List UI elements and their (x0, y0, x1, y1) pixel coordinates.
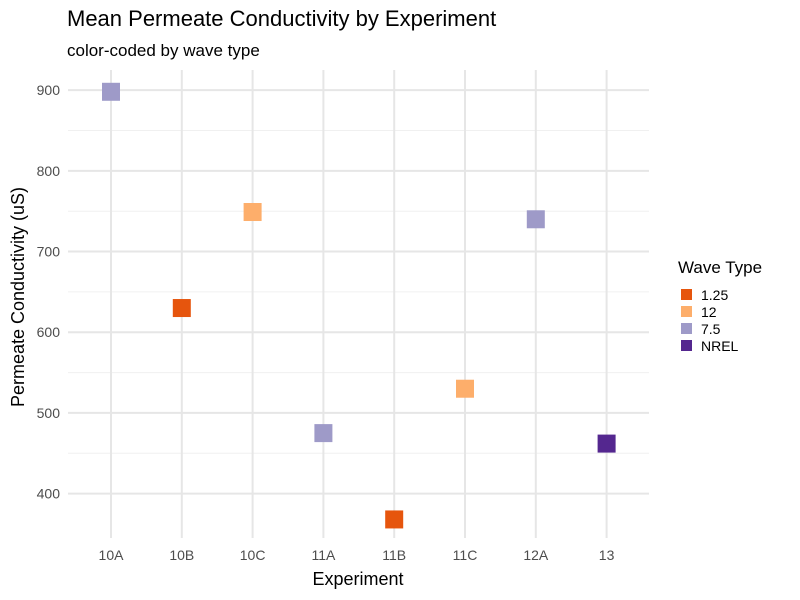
y-tick-label: 700 (37, 244, 61, 260)
legend-label: 7.5 (701, 320, 721, 337)
x-tick-label: 13 (599, 547, 615, 563)
major-gridlines (68, 70, 649, 538)
y-axis-tick-labels: 400 500 600 700 800 900 (37, 82, 61, 501)
legend-title: Wave Type (678, 258, 763, 277)
y-tick-label: 900 (37, 82, 61, 98)
data-point (172, 299, 191, 318)
y-tick-label: 800 (37, 163, 61, 179)
y-axis-label: Permeate Conductivity (uS) (8, 187, 28, 407)
x-tick-label: 10C (240, 547, 266, 563)
minor-gridlines (68, 130, 649, 454)
data-point (314, 424, 333, 443)
legend-items: 1.25 12 7.5 NREL (678, 286, 762, 354)
x-tick-label: 10A (99, 547, 125, 563)
legend-item: 1.25 (678, 286, 762, 303)
data-points (102, 82, 616, 529)
legend-label: 1.25 (701, 286, 729, 303)
y-tick-label: 500 (37, 405, 61, 421)
legend-key (681, 289, 692, 300)
x-tick-label: 10B (169, 547, 194, 563)
legend-item: NREL (678, 337, 762, 354)
data-point (456, 379, 474, 398)
data-point (243, 203, 262, 222)
x-tick-label: 11C (453, 547, 478, 563)
legend-key (681, 340, 692, 351)
data-point (385, 510, 404, 529)
legend-label: NREL (701, 337, 739, 354)
x-axis-label: Experiment (312, 569, 403, 589)
y-tick-label: 400 (37, 486, 61, 502)
x-tick-label: 11A (311, 547, 336, 563)
y-tick-label: 600 (37, 324, 61, 340)
legend-item: 7.5 (678, 320, 762, 337)
x-tick-label: 11B (382, 547, 406, 563)
chart-title: Mean Permeate Conductivity by Experiment (67, 6, 497, 31)
chart-subtitle: color-coded by wave type (67, 41, 260, 60)
x-tick-label: 12A (523, 547, 549, 563)
x-axis-tick-labels: 10A 10B 10C 11A 11B 11C 12A 13 (99, 547, 615, 563)
legend-key (681, 306, 692, 317)
legend-item: 12 (678, 303, 762, 320)
legend-key (681, 323, 692, 334)
legend-label: 12 (701, 303, 717, 320)
legend: Wave Type 1.25 12 7.5 NREL (678, 258, 762, 354)
data-point (526, 210, 545, 229)
data-point (597, 434, 616, 453)
data-point (102, 82, 120, 101)
